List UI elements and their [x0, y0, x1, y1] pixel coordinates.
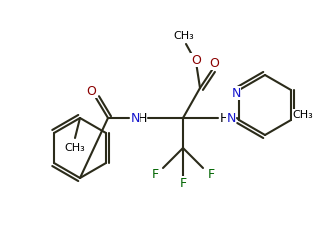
- Text: F: F: [179, 176, 186, 189]
- Text: CH₃: CH₃: [65, 143, 85, 153]
- Text: N: N: [130, 111, 140, 124]
- Text: H: H: [137, 111, 147, 124]
- Text: O: O: [191, 53, 201, 66]
- Text: O: O: [86, 85, 96, 98]
- Text: F: F: [207, 168, 215, 181]
- Text: H: H: [219, 111, 229, 124]
- Text: F: F: [152, 168, 158, 181]
- Text: O: O: [209, 57, 219, 70]
- Text: N: N: [231, 86, 241, 99]
- Text: CH₃: CH₃: [174, 31, 194, 41]
- Text: CH₃: CH₃: [293, 110, 313, 120]
- Text: N: N: [226, 111, 236, 124]
